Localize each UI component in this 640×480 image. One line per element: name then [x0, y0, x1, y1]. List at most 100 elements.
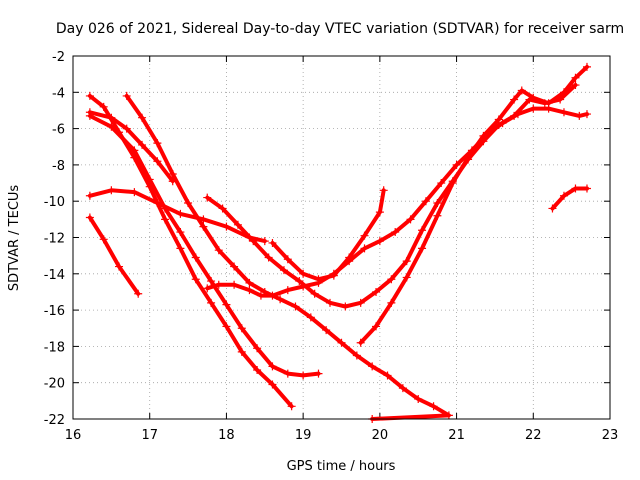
data-point-marker — [260, 237, 269, 246]
data-point-marker — [276, 295, 285, 304]
data-point-marker — [107, 186, 116, 195]
data-point-marker — [582, 62, 591, 71]
y-tick-label: -20 — [44, 377, 65, 392]
data-point-marker — [310, 289, 319, 298]
data-point-marker — [375, 208, 384, 217]
data-point-marker — [379, 186, 388, 195]
data-point-marker — [184, 199, 193, 208]
data-point-marker — [233, 220, 242, 229]
data-point-marker — [406, 215, 415, 224]
data-point-marker — [283, 286, 292, 295]
data-point-marker — [153, 199, 162, 208]
y-tick-label: -16 — [44, 304, 65, 319]
data-point-marker — [268, 291, 277, 300]
axis-ticks: 16 17 18 19 20 21 22 23 -2 -4 -6 -8 -10 -12 -14 -16 -18 -… — [44, 50, 619, 443]
data-point-marker — [341, 302, 350, 311]
data-point-marker — [107, 122, 116, 131]
data-point-marker — [256, 291, 265, 300]
data-point-marker — [345, 253, 354, 262]
data-point-marker — [222, 322, 231, 331]
data-point-marker — [529, 104, 538, 113]
data-point-marker — [283, 255, 292, 264]
data-point-marker — [122, 91, 131, 100]
data-point-marker — [479, 131, 488, 140]
data-point-marker — [249, 237, 258, 246]
data-point-marker — [138, 140, 147, 149]
data-point-marker — [559, 108, 568, 117]
data-point-marker — [264, 253, 273, 262]
series-arc-8 — [203, 81, 580, 311]
data-point-marker — [153, 139, 162, 148]
data-point-marker — [203, 284, 212, 293]
data-point-marker — [176, 244, 185, 253]
x-tick-label: 18 — [218, 428, 235, 443]
series-line — [87, 188, 267, 244]
x-axis-label: GPS time / hours — [287, 459, 396, 474]
series-line — [87, 113, 321, 378]
data-point-marker — [222, 222, 231, 231]
data-point-marker — [582, 184, 591, 193]
y-tick-label: -22 — [44, 413, 65, 428]
data-point-marker — [207, 277, 216, 286]
data-point-marker — [329, 271, 338, 280]
series-arc-11 — [548, 184, 591, 213]
data-point-marker — [253, 344, 262, 353]
data-point-marker — [237, 347, 246, 356]
data-point-marker — [398, 384, 407, 393]
data-point-marker — [418, 226, 427, 235]
data-point-marker — [138, 113, 147, 122]
series-line — [87, 215, 141, 296]
series-arc-4 — [85, 186, 269, 246]
data-point-marker — [387, 298, 396, 307]
data-point-marker — [414, 395, 423, 404]
x-tick-label: 16 — [65, 428, 82, 443]
data-point-marker — [571, 81, 580, 90]
data-point-marker — [153, 157, 162, 166]
data-point-marker — [429, 402, 438, 411]
data-point-marker — [191, 275, 200, 284]
data-point-marker — [352, 351, 361, 360]
data-point-marker — [130, 188, 139, 197]
x-tick-label: 21 — [448, 428, 465, 443]
data-point-marker — [529, 93, 538, 102]
data-point-marker — [85, 91, 94, 100]
series-line — [550, 186, 589, 211]
data-point-marker — [510, 111, 519, 120]
data-point-marker — [372, 322, 381, 331]
data-point-marker — [85, 191, 94, 200]
data-point-marker — [268, 380, 277, 389]
data-point-marker — [268, 362, 277, 371]
data-point-marker — [85, 111, 94, 120]
data-point-marker — [245, 278, 254, 287]
data-point-marker — [494, 115, 503, 124]
data-point-marker — [268, 238, 277, 247]
y-tick-label: -8 — [52, 159, 65, 174]
data-point-marker — [203, 193, 212, 202]
data-point-marker — [85, 213, 94, 222]
x-tick-label: 23 — [602, 428, 619, 443]
data-point-marker — [360, 244, 369, 253]
data-point-marker — [571, 73, 580, 82]
data-point-marker — [230, 280, 239, 289]
data-point-marker — [218, 204, 227, 213]
data-point-marker — [145, 175, 154, 184]
data-point-marker — [283, 369, 292, 378]
x-tick-label: 17 — [141, 428, 158, 443]
y-tick-label: -6 — [52, 123, 65, 138]
chart-title: Day 026 of 2021, Sidereal Day-to-day VTE… — [56, 21, 624, 37]
data-point-marker — [517, 86, 526, 95]
series-line — [205, 106, 589, 298]
series-line — [87, 110, 175, 184]
data-point-marker — [372, 287, 381, 296]
data-point-marker — [176, 209, 185, 218]
data-point-marker — [214, 280, 223, 289]
data-point-marker — [383, 371, 392, 380]
data-point-marker — [337, 338, 346, 347]
data-point-marker — [322, 326, 331, 335]
y-tick-label: -4 — [52, 86, 65, 101]
series-arc-5 — [85, 213, 143, 298]
data-point-marker — [299, 269, 308, 278]
data-point-marker — [402, 273, 411, 282]
data-point-marker — [191, 253, 200, 262]
series-arc-9 — [268, 186, 388, 284]
